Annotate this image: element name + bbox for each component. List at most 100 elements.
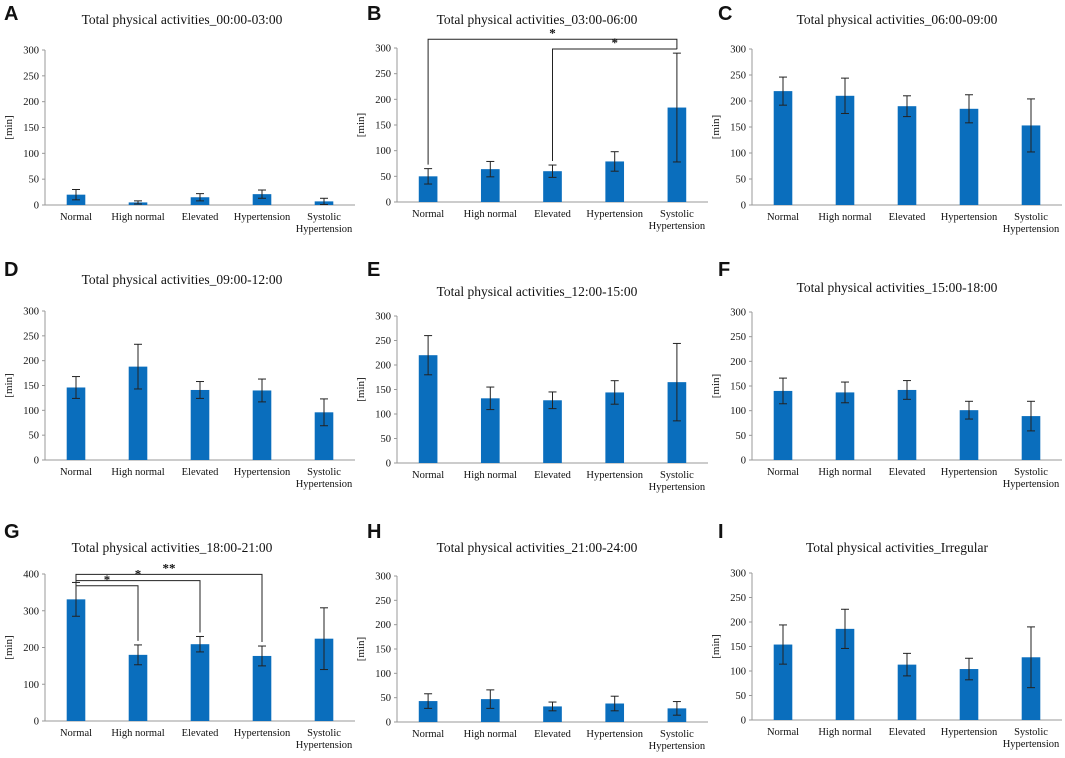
y-tick-label: 300 [730, 45, 746, 56]
chart-title: Total physical activities_12:00-15:00 [437, 284, 638, 299]
bar-1 [66, 387, 86, 460]
x-tick-label: Normal [60, 212, 92, 223]
chart-title: Total physical activities_15:00-18:00 [797, 280, 998, 295]
y-tick-label: 300 [375, 44, 391, 55]
x-tick-label: Normal [767, 212, 799, 223]
x-tick-label: Elevated [534, 470, 571, 481]
chart-panel-h: H Total physical activities_21:00-24:00 0 5… [355, 521, 708, 752]
y-tick-label: 150 [730, 123, 746, 134]
bar-4 [252, 390, 272, 460]
significance-bracket [75, 578, 201, 633]
x-tick-label: Hypertension [941, 212, 998, 223]
bar-3 [897, 664, 917, 720]
panel-letter: D [4, 259, 18, 281]
chart-title: Total physical activities_21:00-24:00 [437, 540, 638, 555]
x-tick-label: Systolic Hypertension [649, 729, 706, 752]
bar-5 [1021, 657, 1041, 720]
panel-letter: H [367, 521, 381, 543]
x-tick-label: High normal [464, 729, 517, 740]
x-tick-label: Systolic Hypertension [1003, 467, 1060, 490]
y-axis-label: [min] [710, 374, 722, 398]
x-tick-label: Systolic Hypertension [649, 470, 706, 493]
bar-4 [605, 392, 625, 463]
y-tick-label: 50 [736, 175, 747, 186]
y-axis-label: [min] [355, 637, 367, 661]
y-tick-label: 150 [375, 121, 391, 132]
bar-5 [667, 382, 687, 463]
bar-2 [835, 628, 855, 720]
y-tick-label: 0 [34, 456, 39, 467]
y-tick-label: 150 [730, 642, 746, 653]
significance-label: * [104, 572, 111, 587]
bar-5 [1021, 416, 1041, 460]
x-tick-label: Elevated [889, 212, 926, 223]
bar-3 [543, 171, 562, 202]
bar-3 [897, 389, 917, 460]
x-tick-label: Elevated [889, 727, 926, 738]
y-tick-label: 50 [736, 691, 747, 702]
y-tick-label: 250 [730, 593, 746, 604]
y-tick-label: 400 [23, 570, 39, 581]
panel-letter: G [4, 521, 20, 543]
y-tick-label: 200 [375, 95, 391, 106]
y-tick-label: 300 [23, 46, 39, 57]
bar-5 [1021, 125, 1041, 205]
y-tick-label: 0 [741, 456, 746, 467]
y-tick-label: 150 [23, 123, 39, 134]
chart-panel-b: B Total physical activities_03:00-06:00 0 5… [355, 3, 708, 232]
bar-4 [252, 655, 272, 721]
bar-4 [605, 161, 625, 202]
y-tick-label: 250 [23, 331, 39, 342]
bar-1 [773, 390, 793, 460]
x-tick-label: Normal [767, 467, 799, 478]
bar-2 [128, 366, 148, 460]
y-axis-label: [min] [3, 115, 15, 139]
y-tick-label: 300 [23, 307, 39, 318]
y-tick-label: 100 [375, 146, 391, 157]
x-tick-label: High normal [818, 212, 871, 223]
x-tick-label: High normal [111, 467, 164, 478]
bar-4 [959, 108, 979, 205]
x-tick-label: Normal [412, 729, 444, 740]
y-tick-label: 50 [381, 693, 392, 704]
chart-title: Total physical activities_00:00-03:00 [82, 12, 283, 27]
bar-4 [252, 194, 272, 205]
bar-2 [835, 95, 855, 205]
bar-3 [543, 400, 562, 463]
bar-3 [190, 389, 210, 460]
x-tick-label: Hypertension [586, 470, 643, 481]
chart-title: Total physical activities_03:00-06:00 [437, 12, 638, 27]
y-tick-label: 0 [386, 459, 391, 470]
x-tick-label: Hypertension [586, 729, 643, 740]
bar-4 [959, 669, 979, 720]
significance-label: * [549, 25, 556, 40]
y-tick-label: 50 [736, 431, 747, 442]
y-tick-label: 150 [23, 381, 39, 392]
y-tick-label: 150 [375, 645, 391, 656]
bar-3 [190, 644, 210, 721]
x-tick-label: Elevated [182, 212, 219, 223]
bar-1 [773, 644, 793, 720]
panel-letter: A [4, 3, 18, 25]
y-tick-label: 250 [23, 71, 39, 82]
x-tick-label: Elevated [534, 209, 571, 220]
x-tick-label: Hypertension [234, 467, 291, 478]
bar-3 [897, 106, 917, 205]
y-tick-label: 200 [375, 620, 391, 631]
y-tick-label: 50 [29, 431, 40, 442]
panel-letter: F [718, 259, 730, 281]
x-tick-label: High normal [111, 212, 164, 223]
chart-panel-f: F Total physical activities_15:00-18:00 0 5… [710, 259, 1062, 490]
panel-letter: I [718, 521, 724, 543]
x-tick-label: Elevated [182, 728, 219, 739]
y-tick-label: 100 [375, 410, 391, 421]
bar-1 [773, 91, 793, 205]
y-tick-label: 0 [34, 201, 39, 212]
y-tick-label: 0 [741, 716, 746, 727]
bar-4 [959, 410, 979, 460]
bar-1 [418, 355, 438, 463]
chart-panel-i: I Total physical activities_Irregular 0 50 1… [710, 521, 1062, 750]
x-tick-label: Normal [60, 728, 92, 739]
y-tick-label: 300 [375, 312, 391, 323]
